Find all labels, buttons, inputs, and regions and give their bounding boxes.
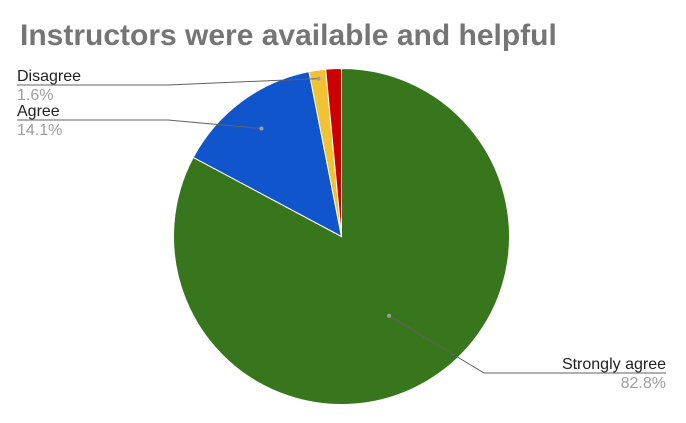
slice-percent-disagree: 1.6% xyxy=(17,87,53,104)
leader-dot-agree xyxy=(259,126,264,131)
slice-label-strongly-agree: Strongly agree xyxy=(562,356,666,373)
leader-line-disagree xyxy=(17,78,319,86)
leader-line-strongly-agree xyxy=(388,315,666,374)
pie-slices xyxy=(173,67,510,405)
slice-label-disagree: Disagree xyxy=(17,68,81,85)
leader-dot-disagree xyxy=(316,76,321,81)
pie-slice-agree xyxy=(192,71,343,238)
pie-slice-unlabeled-3 xyxy=(325,67,342,237)
slice-percent-agree: 14.1% xyxy=(17,122,62,139)
slice-label-agree: Agree xyxy=(17,103,60,120)
slice-percent-strongly-agree: 82.8% xyxy=(621,375,666,392)
leader-dot-strongly-agree xyxy=(387,313,392,318)
leader-line-agree xyxy=(17,119,262,130)
slice-labels: Strongly agree 82.8% Agree 14.1% Disagree 1.6… xyxy=(17,68,666,392)
chart-title: Instructors were available and helpful xyxy=(20,19,557,52)
